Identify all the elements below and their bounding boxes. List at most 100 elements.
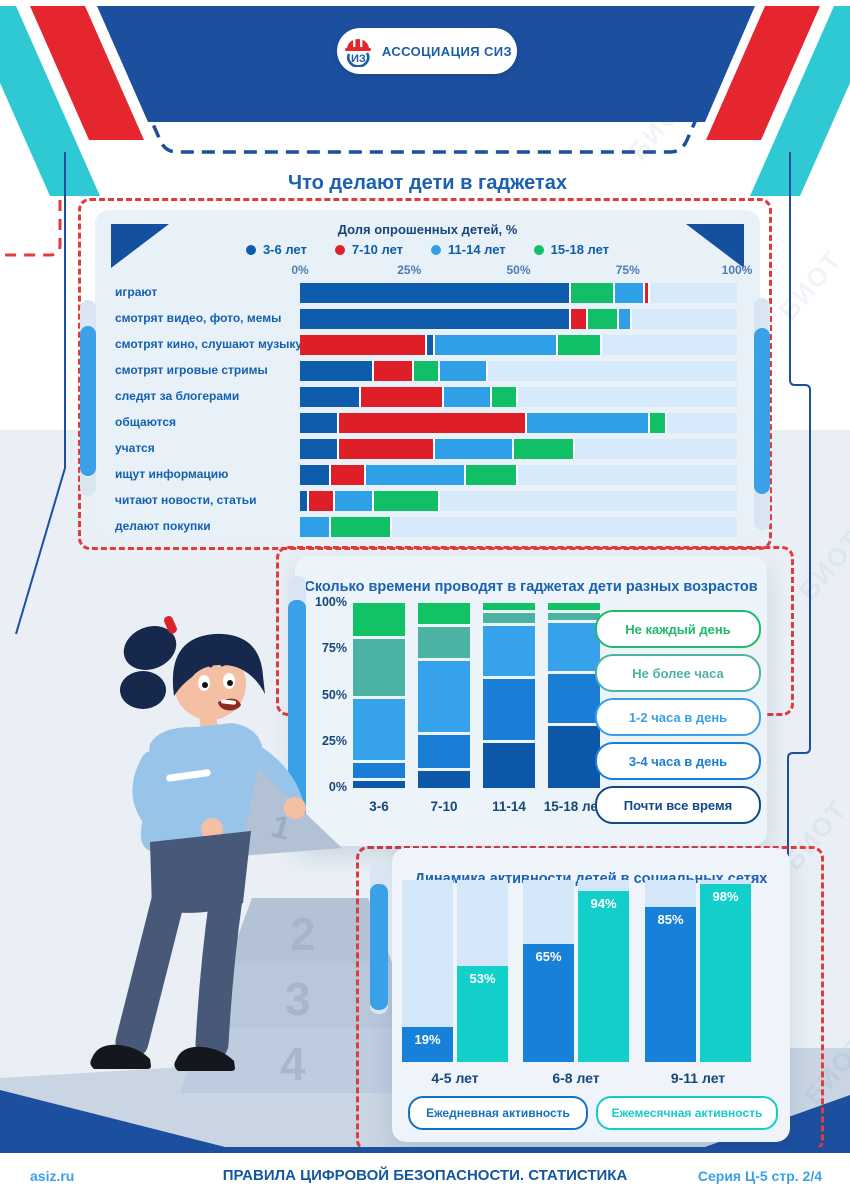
chart-row: общаются xyxy=(95,410,760,436)
chart3-panel: Динамика активности детей в социальных с… xyxy=(392,848,790,1142)
stack-segment xyxy=(353,698,405,760)
value-label: 98% xyxy=(712,888,739,904)
scrollbar-thumb[interactable] xyxy=(80,326,96,476)
value-label: 53% xyxy=(469,970,496,986)
bar-track xyxy=(300,491,737,511)
bar-wrap: 85% xyxy=(645,880,696,1062)
red-band-right xyxy=(706,6,820,140)
chart-row: играют xyxy=(95,280,760,306)
bar-segment xyxy=(413,361,440,381)
x-axis-label: 6-8 лет xyxy=(552,1070,600,1086)
legend-pill: Ежедневная активность xyxy=(408,1096,588,1130)
bar-segment xyxy=(300,361,375,381)
bar-segment xyxy=(618,309,633,329)
bar-segment xyxy=(300,491,309,511)
bar-segment xyxy=(300,439,340,459)
row-label: общаются xyxy=(115,415,177,429)
legend-pill: Не более часа xyxy=(595,654,761,692)
bar-segment xyxy=(300,413,340,433)
footer-series: Серия Ц-5 стр. 2/4 xyxy=(697,1168,822,1184)
row-label: следят за блогерами xyxy=(115,389,240,403)
row-label: учатся xyxy=(115,441,155,455)
x-axis-label: 9-11 лет xyxy=(670,1070,726,1086)
bar-segment xyxy=(300,335,427,355)
legend-dot-icon xyxy=(334,244,345,255)
scrollbar-thumb[interactable] xyxy=(288,600,306,832)
biot-watermark: БИОТ xyxy=(622,84,699,167)
footer-site-link[interactable]: asiz.ru xyxy=(30,1168,75,1184)
stack-segment xyxy=(548,622,600,672)
footer: asiz.ru ПРАВИЛА ЦИФРОВОЙ БЕЗОПАСНОСТИ. С… xyxy=(0,1153,850,1202)
x-axis-label: 7-10 xyxy=(430,799,458,814)
row-label: смотрят игровые стримы xyxy=(115,363,268,377)
row-label: смотрят кино, слушают музыку xyxy=(115,337,303,351)
bar-segment xyxy=(435,439,515,459)
bar-segment xyxy=(570,283,615,303)
bar-segment xyxy=(300,309,571,329)
bar-segment xyxy=(308,491,335,511)
pyramid-number-4: 4 xyxy=(280,1038,306,1090)
legend-item: 15-18 лет xyxy=(533,242,610,257)
row-label: ищут информацию xyxy=(115,467,229,481)
bar-segment xyxy=(492,387,519,407)
red-dashed-connector xyxy=(0,200,62,257)
scrollbar-thumb[interactable] xyxy=(754,328,770,494)
left-frame-line xyxy=(15,152,66,635)
asiz-logo: ИЗ АССОЦИАЦИЯ СИЗ xyxy=(337,28,517,74)
bar-segment xyxy=(361,387,445,407)
legend-label: 11-14 лет xyxy=(448,242,506,257)
value-label: 65% xyxy=(535,948,562,964)
stack-segment xyxy=(418,770,470,788)
legend-dot-icon xyxy=(245,244,256,255)
axis-tick-label: 50% xyxy=(506,263,531,277)
legend-pill: Ежемесячная активность xyxy=(596,1096,778,1130)
bar-wrap: 65% xyxy=(523,880,574,1062)
legend-item: 7-10 лет xyxy=(334,242,404,257)
axis-tick-label: 25% xyxy=(321,733,347,748)
chart-row: следят за блогерами xyxy=(95,384,760,410)
chart1-legend: 3-6 лет 7-10 лет 11-14 лет 15-18 лет xyxy=(95,242,760,257)
stack-segment xyxy=(483,743,535,788)
stack-segment xyxy=(418,660,470,732)
bar-segment xyxy=(339,413,528,433)
footer-title: ПРАВИЛА ЦИФРОВОЙ БЕЗОПАСНОСТИ. СТАТИСТИК… xyxy=(222,1167,628,1184)
bar-segment xyxy=(334,491,375,511)
bar-segment xyxy=(426,335,436,355)
chart1-title: Что делают дети в гаджетах xyxy=(288,172,567,194)
stack-segment xyxy=(483,679,535,741)
bar-segment xyxy=(330,517,392,537)
axis-tick-label: 50% xyxy=(321,687,347,702)
chart-row: смотрят игровые стримы xyxy=(95,358,760,384)
value-label: 19% xyxy=(414,1032,441,1048)
stack-segment xyxy=(418,734,470,768)
stacked-column xyxy=(418,603,470,788)
stack-segment xyxy=(548,674,600,723)
biot-watermark: БИОТ xyxy=(792,524,850,607)
scrollbar-thumb[interactable] xyxy=(370,884,388,1010)
axis-tick-label: 100% xyxy=(315,595,347,609)
stack-segment xyxy=(548,725,600,788)
axis-tick-label: 25% xyxy=(397,263,422,277)
bar-track xyxy=(300,439,737,459)
bar-track xyxy=(300,465,737,485)
bar-wrap: 98% xyxy=(700,880,751,1062)
bar-track xyxy=(300,283,737,303)
x-axis-label: 4-5 лет xyxy=(431,1070,479,1086)
teal-band-right xyxy=(750,6,850,196)
bar-segment xyxy=(645,283,650,303)
axis-tick-label: 100% xyxy=(721,263,753,277)
row-label: читают новости, статьи xyxy=(115,493,257,507)
teal-band-left xyxy=(0,6,100,196)
asiz-logo-text: АССОЦИАЦИЯ СИЗ xyxy=(381,43,513,59)
legend-label: 7-10 лет xyxy=(351,242,404,257)
stacked-column xyxy=(353,603,405,788)
svg-text:ИЗ: ИЗ xyxy=(351,53,366,65)
bar-segment xyxy=(365,465,467,485)
chart1-panel: Доля опрошенных детей, % 3-6 лет 7-10 лет… xyxy=(95,210,760,540)
chart1-subtitle: Доля опрошенных детей, % xyxy=(337,222,518,237)
legend-item: 11-14 лет xyxy=(431,242,506,257)
legend-label: 15-18 лет xyxy=(550,242,610,257)
bar-segment xyxy=(300,465,331,485)
bar-segment xyxy=(300,387,362,407)
